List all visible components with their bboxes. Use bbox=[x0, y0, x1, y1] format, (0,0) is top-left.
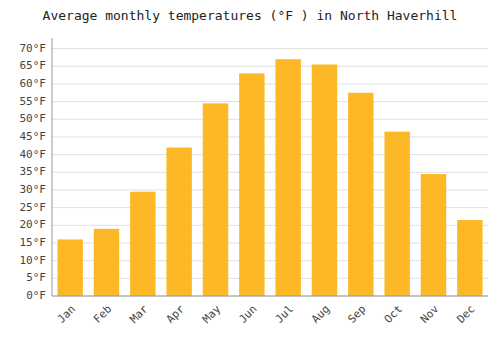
x-tick-label: Feb bbox=[91, 303, 114, 326]
bar bbox=[421, 174, 446, 296]
bar bbox=[166, 148, 191, 296]
bar bbox=[57, 239, 82, 296]
x-tick-label: Jun bbox=[236, 303, 259, 326]
grid-line bbox=[52, 119, 488, 120]
x-tick-label: Sep bbox=[345, 303, 368, 326]
bar bbox=[275, 59, 300, 296]
y-tick-label: 0°F bbox=[26, 289, 46, 302]
y-tick-label: 40°F bbox=[20, 148, 47, 161]
bar bbox=[384, 132, 409, 296]
x-tick-label: Mar bbox=[127, 302, 151, 326]
x-tick-label: Aug bbox=[309, 303, 332, 326]
x-tick-label: Dec bbox=[454, 303, 477, 326]
grid-line bbox=[52, 101, 488, 102]
y-tick-label: 30°F bbox=[20, 183, 47, 196]
y-tick-label: 20°F bbox=[20, 218, 47, 231]
bars bbox=[57, 59, 482, 296]
grid-line bbox=[52, 154, 488, 155]
x-tick-label: Nov bbox=[418, 302, 442, 326]
title: Average monthly temperatures (°F ) in No… bbox=[43, 8, 458, 23]
y-tick-label: 10°F bbox=[20, 254, 47, 267]
y-tick-label: 35°F bbox=[20, 165, 47, 178]
y-tick-label: 60°F bbox=[20, 77, 47, 90]
y-tick-label: 50°F bbox=[20, 112, 47, 125]
y-axis-line bbox=[52, 38, 53, 296]
grid-line bbox=[52, 172, 488, 173]
y-tick-label: 15°F bbox=[20, 236, 47, 249]
x-axis-line bbox=[52, 296, 488, 297]
bar bbox=[312, 65, 337, 296]
x-tick-label: Oct bbox=[382, 303, 405, 326]
y-tick-label: 5°F bbox=[26, 271, 46, 284]
x-ticks: Jan Feb Mar Apr May Jun Jul Aug Sep Oct Nov Dec bbox=[55, 302, 478, 326]
grid-line bbox=[52, 136, 488, 137]
x-tick-label: Apr bbox=[164, 302, 188, 326]
grid-line bbox=[52, 66, 488, 67]
x-tick-label: May bbox=[200, 302, 224, 326]
x-tick-label: Jul bbox=[273, 303, 296, 326]
x-tick-label: Jan bbox=[55, 303, 78, 326]
grid-line bbox=[52, 48, 488, 49]
y-tick-label: 45°F bbox=[20, 130, 47, 143]
grid-line bbox=[52, 83, 488, 84]
y-tick-label: 55°F bbox=[20, 95, 47, 108]
bar bbox=[94, 229, 119, 296]
bar bbox=[130, 192, 155, 296]
grid-line bbox=[52, 296, 488, 297]
bar bbox=[203, 103, 228, 296]
chart: 0°F 5°F 10°F 15°F 20°F 25°F 30°F 35°F 40°F 45°F 50… bbox=[0, 0, 500, 350]
y-tick-label: 70°F bbox=[20, 42, 47, 55]
y-tick-label: 25°F bbox=[20, 201, 47, 214]
y-tick-label: 65°F bbox=[20, 59, 47, 72]
bar bbox=[239, 73, 264, 296]
bar bbox=[457, 220, 482, 296]
grid bbox=[52, 49, 488, 296]
bar bbox=[348, 93, 373, 296]
y-ticks: 0°F 5°F 10°F 15°F 20°F 25°F 30°F 35°F 40°F 45°F 50… bbox=[20, 42, 47, 302]
